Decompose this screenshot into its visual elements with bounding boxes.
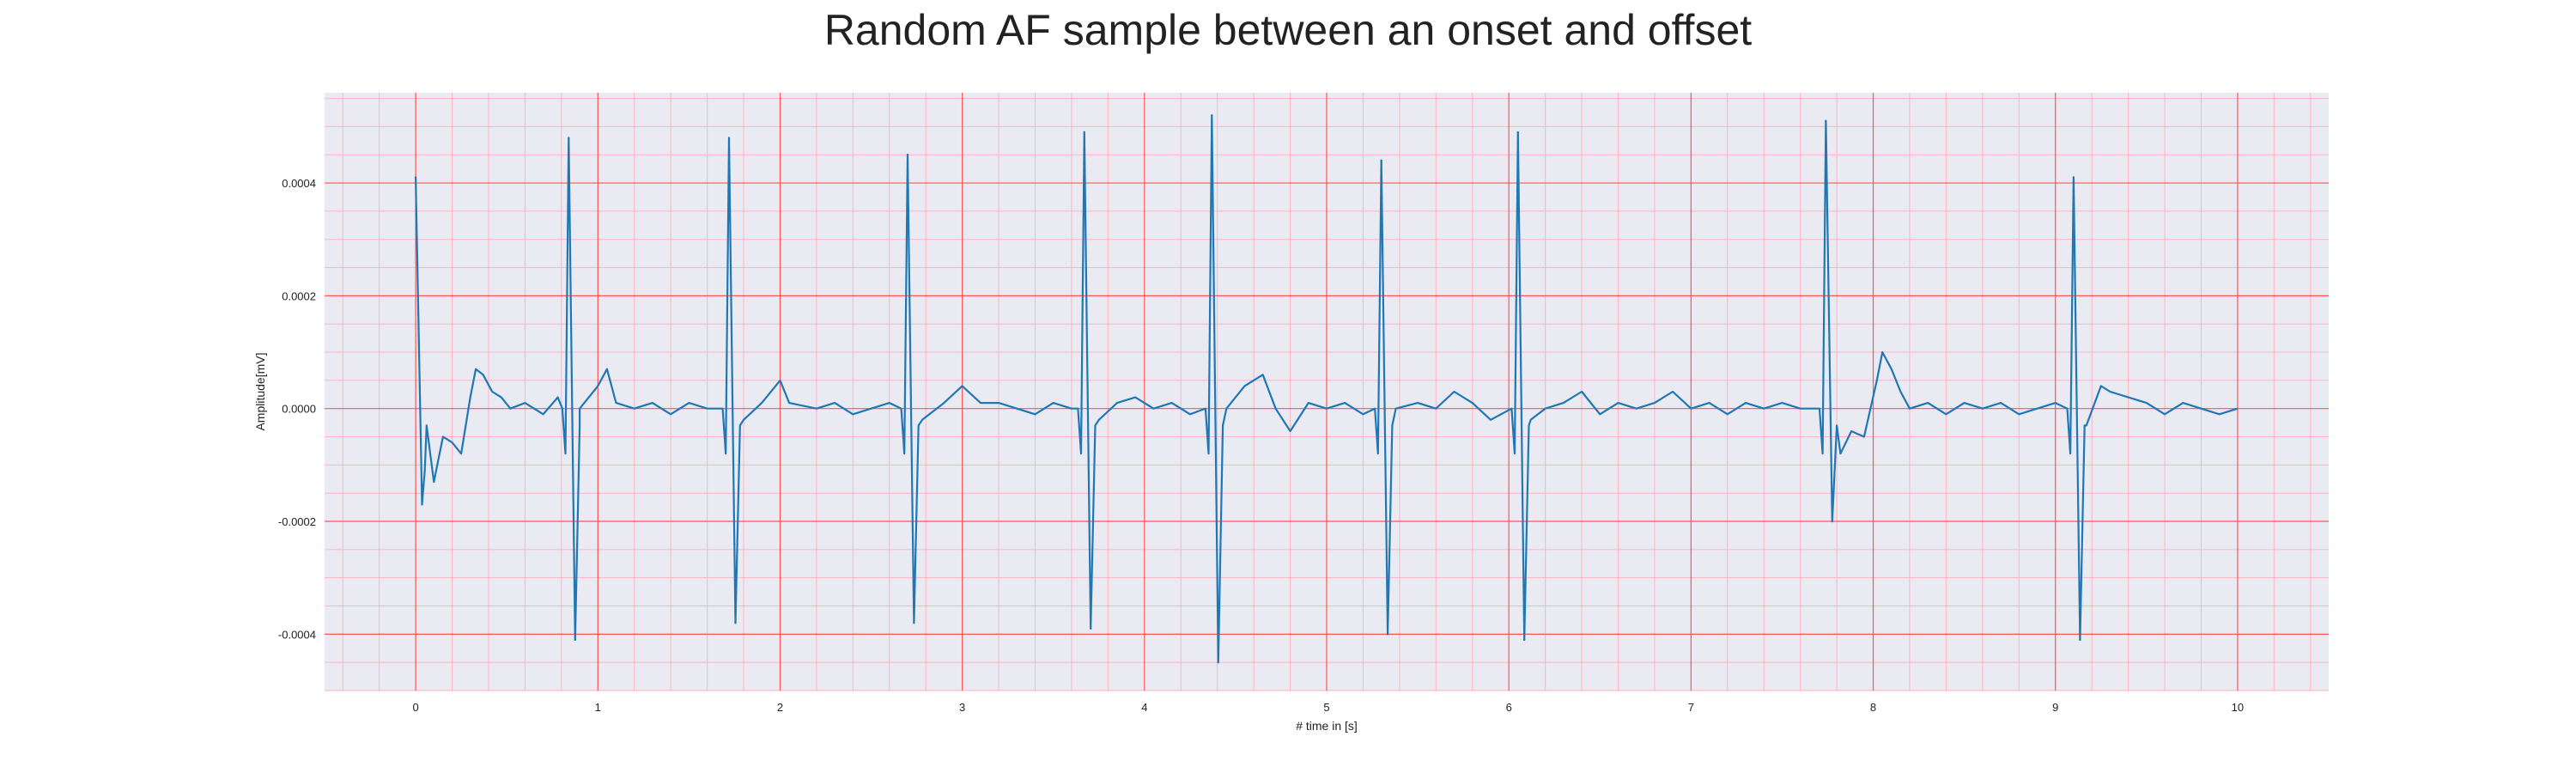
x-axis-label: # time in [s] [1296, 719, 1358, 733]
s-trough-point [1090, 627, 1092, 630]
chart-title: Random AF sample between an onset and of… [823, 6, 1753, 54]
r-peak-point [2072, 176, 2075, 179]
ecg-series-line [415, 114, 2239, 664]
s-trough-point [1217, 660, 1219, 664]
x-tick-label: 7 [1688, 701, 1694, 714]
s-trough-point [574, 638, 576, 642]
x-tick-label: 4 [1141, 701, 1147, 714]
r-peak-point [727, 137, 731, 139]
s-trough-point [734, 622, 737, 624]
x-tick-label: 0 [412, 701, 418, 714]
x-tick-label: 3 [959, 701, 965, 714]
r-peak-point [414, 176, 417, 179]
r-peak-point [568, 137, 570, 139]
y-axis-ticks: -0.0004 -0.0002 0.0000 0.0002 0.0004 [278, 177, 316, 641]
y-tick-label: 0.0000 [282, 403, 316, 416]
y-tick-label: -0.0002 [278, 515, 316, 528]
r-peak-point [1380, 159, 1382, 161]
s-trough-point [1386, 633, 1389, 636]
x-tick-label: 5 [1323, 701, 1329, 714]
x-tick-label: 10 [2232, 701, 2244, 714]
x-tick-label: 9 [2052, 701, 2058, 714]
x-tick-label: 1 [595, 701, 601, 714]
x-tick-label: 8 [1870, 701, 1876, 714]
s-trough-point [1831, 520, 1834, 523]
r-peak-point [1083, 131, 1085, 134]
r-peak-point [1211, 114, 1213, 117]
s-trough-point [913, 622, 915, 624]
s-trough-point [1523, 638, 1526, 642]
s-trough-point [2079, 638, 2081, 642]
y-tick-label: 0.0002 [282, 289, 316, 302]
x-tick-label: 2 [777, 701, 783, 714]
y-tick-label: 0.0004 [282, 177, 316, 190]
y-axis-label: Amplitude[mV] [253, 352, 267, 430]
major-grid [325, 93, 2329, 691]
r-peak-point [906, 154, 909, 156]
x-axis-ticks: 0 1 2 3 4 5 6 7 8 9 10 [412, 701, 2244, 714]
x-tick-label: 6 [1506, 701, 1512, 714]
y-tick-label: -0.0004 [278, 628, 316, 641]
s-trough-point [421, 503, 423, 506]
r-peak-point [1516, 131, 1519, 134]
r-peak-point [1825, 119, 1827, 123]
series-layer [414, 114, 2239, 664]
